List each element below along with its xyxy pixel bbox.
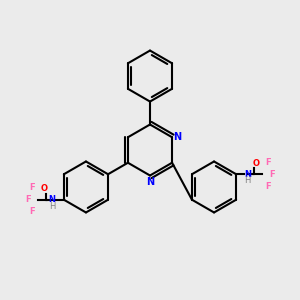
Text: F: F (265, 158, 270, 167)
Text: H: H (244, 176, 251, 185)
Text: N: N (49, 195, 56, 204)
Text: F: F (30, 183, 35, 192)
Text: O: O (40, 184, 47, 193)
Text: F: F (25, 195, 31, 204)
Text: F: F (269, 170, 275, 179)
Text: N: N (244, 170, 251, 179)
Text: N: N (146, 177, 154, 187)
Text: H: H (49, 202, 56, 211)
Text: O: O (253, 159, 260, 168)
Text: F: F (265, 182, 270, 191)
Text: F: F (30, 207, 35, 216)
Text: N: N (174, 132, 182, 142)
